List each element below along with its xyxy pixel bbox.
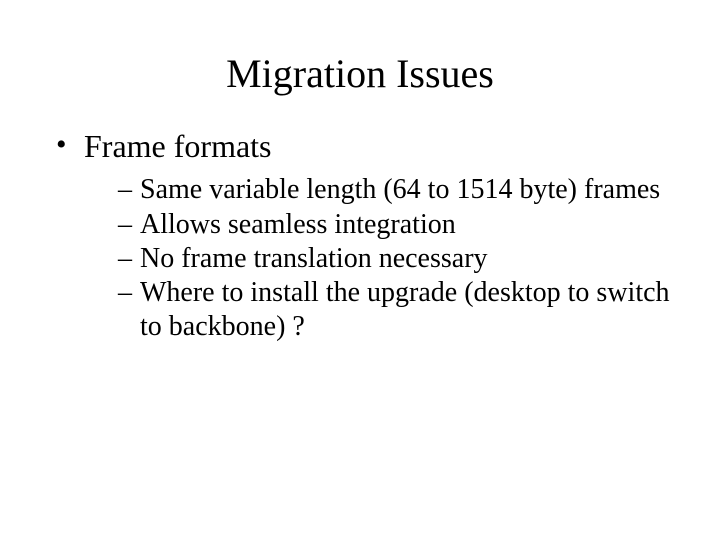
sub-bullet-item: No frame translation necessary bbox=[118, 242, 680, 276]
slide-content: Frame formats Same variable length (64 t… bbox=[0, 127, 720, 344]
bullet-text: Frame formats bbox=[84, 128, 272, 164]
sub-bullet-item: Same variable length (64 to 1514 byte) f… bbox=[118, 173, 680, 207]
slide: Migration Issues Frame formats Same vari… bbox=[0, 0, 720, 540]
sub-bullet-item: Allows seamless integration bbox=[118, 208, 680, 242]
slide-title: Migration Issues bbox=[0, 0, 720, 127]
bullet-item: Frame formats Same variable length (64 t… bbox=[54, 127, 680, 344]
bullet-list: Frame formats Same variable length (64 t… bbox=[54, 127, 680, 344]
sub-bullet-list: Same variable length (64 to 1514 byte) f… bbox=[84, 173, 680, 344]
sub-bullet-item: Where to install the upgrade (desktop to… bbox=[118, 276, 680, 344]
